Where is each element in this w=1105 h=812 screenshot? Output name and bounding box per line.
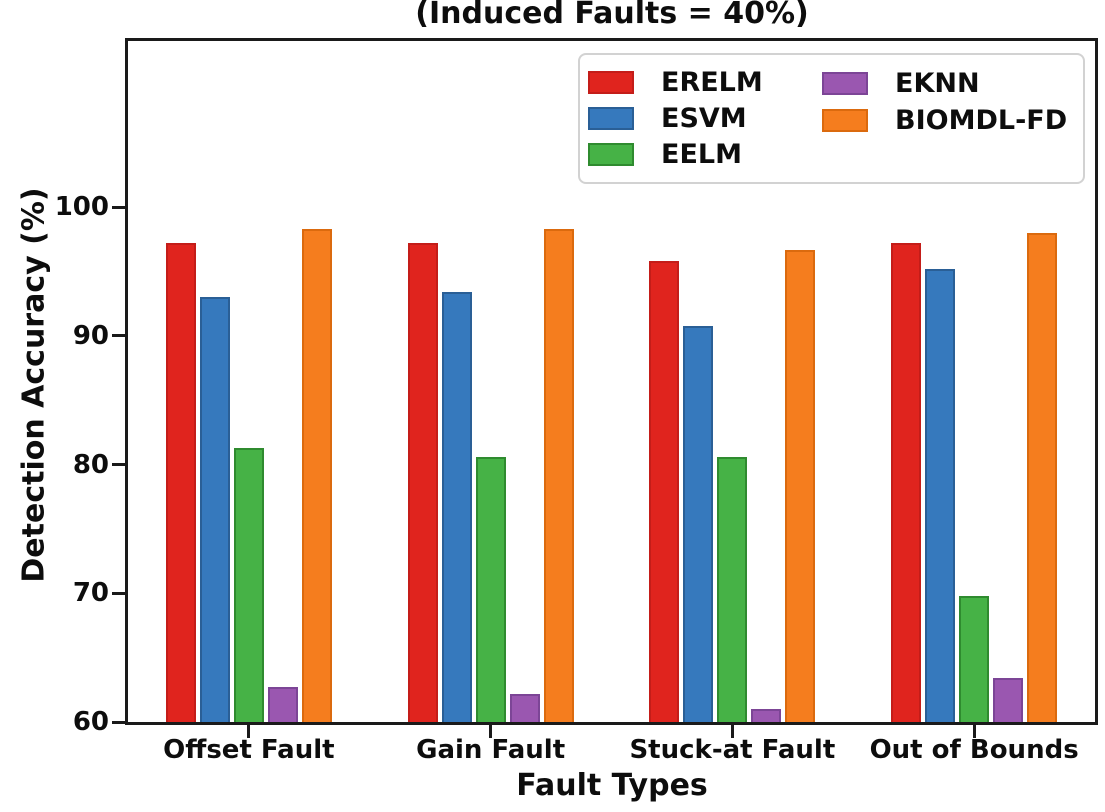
legend-swatch-erelm — [588, 71, 634, 95]
bar-biomdl-fd-stuck-at-fault — [785, 249, 816, 722]
bar-eknn-stuck-at-fault — [751, 709, 782, 722]
y-tick-label: 70 — [72, 578, 109, 609]
x-tick-label: Out of Bounds — [869, 735, 1079, 765]
bar-eelm-gain-fault — [475, 456, 506, 722]
legend: ERELM ESVM EELM EKNN BIOMDL-FD — [578, 53, 1085, 184]
bar-erelm-gain-fault — [407, 243, 438, 722]
legend-item-esvm: ESVM — [588, 101, 822, 137]
legend-item-biomdl-fd: BIOMDL-FD — [822, 102, 1067, 139]
bar-esvm-out-of-bounds — [925, 268, 956, 722]
bar-biomdl-fd-out-of-bounds — [1027, 232, 1058, 722]
bar-esvm-stuck-at-fault — [683, 325, 714, 722]
legend-swatch-eelm — [588, 142, 634, 166]
legend-label: EKNN — [895, 68, 980, 99]
bar-esvm-gain-fault — [441, 292, 472, 722]
bar-eknn-out-of-bounds — [993, 678, 1024, 722]
legend-column: EKNN BIOMDL-FD — [822, 65, 1067, 172]
bar-eelm-offset-fault — [233, 447, 264, 722]
x-tick-mark — [489, 725, 493, 738]
y-tick-mark — [112, 205, 125, 209]
y-tick-mark — [112, 720, 125, 724]
x-tick-label: Offset Fault — [163, 735, 335, 765]
legend-item-eelm: EELM — [588, 136, 822, 172]
x-tick-label: Gain Fault — [416, 735, 566, 765]
bar-eknn-offset-fault — [267, 687, 298, 722]
y-tick-label: 100 — [54, 192, 109, 223]
y-axis-label: Detection Accuracy (%) — [16, 187, 52, 583]
x-tick-mark — [972, 725, 976, 738]
y-tick-label: 60 — [72, 707, 109, 737]
y-tick-mark — [112, 334, 125, 338]
legend-label: EELM — [661, 138, 742, 170]
legend-swatch-esvm — [588, 107, 634, 130]
bar-eelm-out-of-bounds — [959, 595, 990, 722]
x-tick-label: Stuck-at Fault — [629, 735, 836, 765]
y-tick-label: 80 — [72, 449, 109, 480]
legend-label: BIOMDL-FD — [895, 105, 1068, 136]
bar-biomdl-fd-offset-fault — [301, 229, 332, 722]
legend-swatch-eknn — [822, 72, 868, 95]
bar-erelm-out-of-bounds — [891, 243, 922, 722]
legend-item-erelm: ERELM — [588, 65, 822, 101]
chart-title: (Induced Faults = 40%) — [415, 0, 809, 31]
legend-label: ERELM — [661, 67, 763, 99]
bar-eelm-stuck-at-fault — [717, 456, 748, 722]
x-tick-mark — [730, 725, 734, 738]
y-tick-mark — [112, 463, 125, 467]
bar-eknn-gain-fault — [509, 693, 540, 722]
legend-swatch-biomdl-fd — [822, 109, 868, 132]
x-tick-mark — [247, 725, 251, 738]
legend-label: ESVM — [661, 103, 747, 134]
bar-biomdl-fd-gain-fault — [543, 229, 574, 722]
legend-column: ERELM ESVM EELM — [588, 65, 822, 172]
bar-erelm-stuck-at-fault — [649, 261, 680, 722]
bar-esvm-offset-fault — [199, 297, 230, 722]
legend-item-eknn: EKNN — [822, 65, 1067, 102]
y-tick-mark — [112, 591, 125, 595]
x-axis-label: Fault Types — [516, 768, 708, 803]
bar-erelm-offset-fault — [165, 243, 196, 722]
y-tick-label: 90 — [72, 320, 109, 351]
